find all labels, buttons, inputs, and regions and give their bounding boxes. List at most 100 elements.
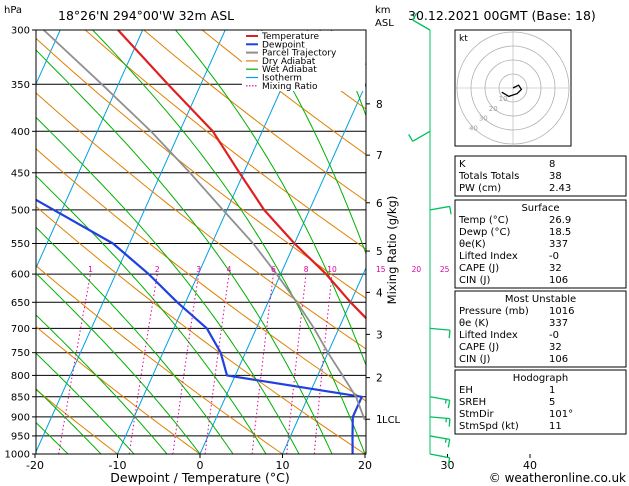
most-unstable-row-label: θe (K) xyxy=(459,318,489,329)
index-row-label: PW (cm) xyxy=(459,183,501,194)
km-tick-label: 6 xyxy=(376,198,383,210)
plot-frame xyxy=(35,29,367,455)
wind-barb-flag xyxy=(447,400,451,409)
mixing-ratio-label: 20 xyxy=(412,265,422,274)
temperature-tick-label: 20 xyxy=(358,459,372,472)
wind-barb-staff xyxy=(412,130,431,142)
mixing-ratio-label: 2 xyxy=(155,265,160,274)
surface-row-label: Dewp (°C) xyxy=(459,227,510,238)
mixing-ratio-label: 6 xyxy=(271,265,276,274)
dry-adiabat-line xyxy=(36,92,366,350)
mixing-ratio-line xyxy=(404,274,416,454)
legend-entry: Temperature xyxy=(261,32,319,42)
most-unstable-row-value: 337 xyxy=(549,318,568,329)
hodograph-table-title: Hodograph xyxy=(513,373,568,384)
pressure-tick-label: 900 xyxy=(11,412,30,423)
mixing-ratio-label: 4 xyxy=(227,265,232,274)
mixing-ratio-line xyxy=(204,274,230,454)
hodograph-unit: kt xyxy=(459,34,468,44)
lcl-label: LCL xyxy=(382,415,401,426)
hodograph-ring-label: 40 xyxy=(469,125,478,133)
wind-barb-flag xyxy=(447,457,451,466)
dry-adiabat-line xyxy=(84,30,366,250)
isotherm-line xyxy=(282,266,366,454)
mixing-ratio-line xyxy=(313,274,333,454)
hodograph-table-row-label: StmDir xyxy=(459,409,494,420)
km-tick-label: 2 xyxy=(376,373,383,385)
surface-row-value: -0 xyxy=(549,251,559,262)
hodograph-table-row-label: EH xyxy=(459,385,473,396)
wind-barb-flag xyxy=(448,330,451,339)
asl-label: ASL xyxy=(375,18,394,29)
hodograph-table-row-value: 11 xyxy=(549,421,562,432)
temperature-tick-label: -20 xyxy=(26,459,44,472)
temperature-tick-label: -10 xyxy=(109,459,127,472)
plot-background-lines xyxy=(36,30,445,454)
most-unstable-row-value: -0 xyxy=(549,330,559,341)
most-unstable-row-value: 32 xyxy=(549,342,562,353)
wet-adiabat-line xyxy=(175,30,366,367)
pressure-unit-label: hPa xyxy=(4,5,22,16)
wet-adiabat-line xyxy=(36,352,135,454)
km-axis: 8 7 6 5 4 3 2 1 LCL xyxy=(366,99,401,426)
mixing-ratio-labels: 1 2 3 4 6 8 10 15 20 25 xyxy=(88,265,450,274)
surface-row-value: 18.5 xyxy=(549,227,571,238)
hodograph-ring-label: 10 xyxy=(499,95,508,103)
most-unstable-title: Most Unstable xyxy=(505,294,576,305)
mixing-ratio-axis-label: Mixing Ratio (g/kg) xyxy=(385,196,399,305)
surface-box xyxy=(454,199,627,289)
km-tick-label: 5 xyxy=(376,246,383,258)
copyright: © weatheronline.co.uk xyxy=(489,471,626,485)
legend-entry: Parcel Trajectory xyxy=(262,49,337,59)
pressure-tick-label: 700 xyxy=(11,324,30,335)
wind-barb-flag xyxy=(448,418,451,427)
hodograph-table-row-value: 5 xyxy=(549,397,555,408)
surface-row-value: 106 xyxy=(549,275,568,286)
pressure-tick-label: 350 xyxy=(11,80,30,91)
pressure-tick-label: 850 xyxy=(11,392,30,403)
surface-row-label: θe(K) xyxy=(459,239,486,250)
mixing-ratio-label: 10 xyxy=(327,265,337,274)
hodograph-table-row-value: 101° xyxy=(549,409,573,420)
most-unstable-row-label: CIN (J) xyxy=(459,354,490,365)
km-tick-label: 4 xyxy=(376,287,383,299)
isotherm-line xyxy=(36,30,144,270)
hodograph-table-row-label: StmSpd (kt) xyxy=(459,421,519,432)
wind-barb-half-flag xyxy=(444,438,447,443)
mixing-ratio-line xyxy=(434,274,445,454)
mixing-ratio-label: 15 xyxy=(376,265,386,274)
mixing-ratio-label: 3 xyxy=(196,265,201,274)
legend-entry: Dry Adiabat xyxy=(262,57,316,67)
dry-adiabat-line xyxy=(36,205,366,454)
wet-adiabat-line xyxy=(36,49,333,454)
plot-profiles xyxy=(36,30,366,454)
mixing-ratio-line xyxy=(365,446,366,454)
surface-row-label: CAPE (J) xyxy=(459,263,499,274)
wind-barb-flag xyxy=(408,134,414,142)
index-row-value: 8 xyxy=(549,159,555,170)
mixing-ratio-label: 8 xyxy=(304,265,309,274)
hodograph-ring-label: 30 xyxy=(479,115,488,123)
km-tick-label: 1 xyxy=(376,414,383,426)
pressure-tick-label: 650 xyxy=(11,298,30,309)
legend-entry: Wet Adiabat xyxy=(262,65,317,75)
wind-barb-half-flag xyxy=(444,399,447,404)
legend-entry: Dewpoint xyxy=(262,40,305,50)
legend-entry: Isotherm xyxy=(262,74,302,84)
hodograph-trace xyxy=(501,84,523,98)
legend-background xyxy=(242,31,365,91)
series-dewpoint xyxy=(36,198,363,454)
pressure-tick-label: 600 xyxy=(11,270,30,281)
wet-adiabat-line xyxy=(36,175,267,454)
km-label: km xyxy=(375,5,391,16)
wind-barb-flag xyxy=(449,206,452,215)
surface-row-value: 337 xyxy=(549,239,568,250)
most-unstable-row-value: 106 xyxy=(549,354,568,365)
surface-row-value: 32 xyxy=(549,263,562,274)
hodograph-table-box xyxy=(454,369,627,435)
mixing-ratio-line xyxy=(286,274,307,454)
wind-barb-staff xyxy=(429,205,450,211)
mixing-ratio-line xyxy=(172,274,200,454)
